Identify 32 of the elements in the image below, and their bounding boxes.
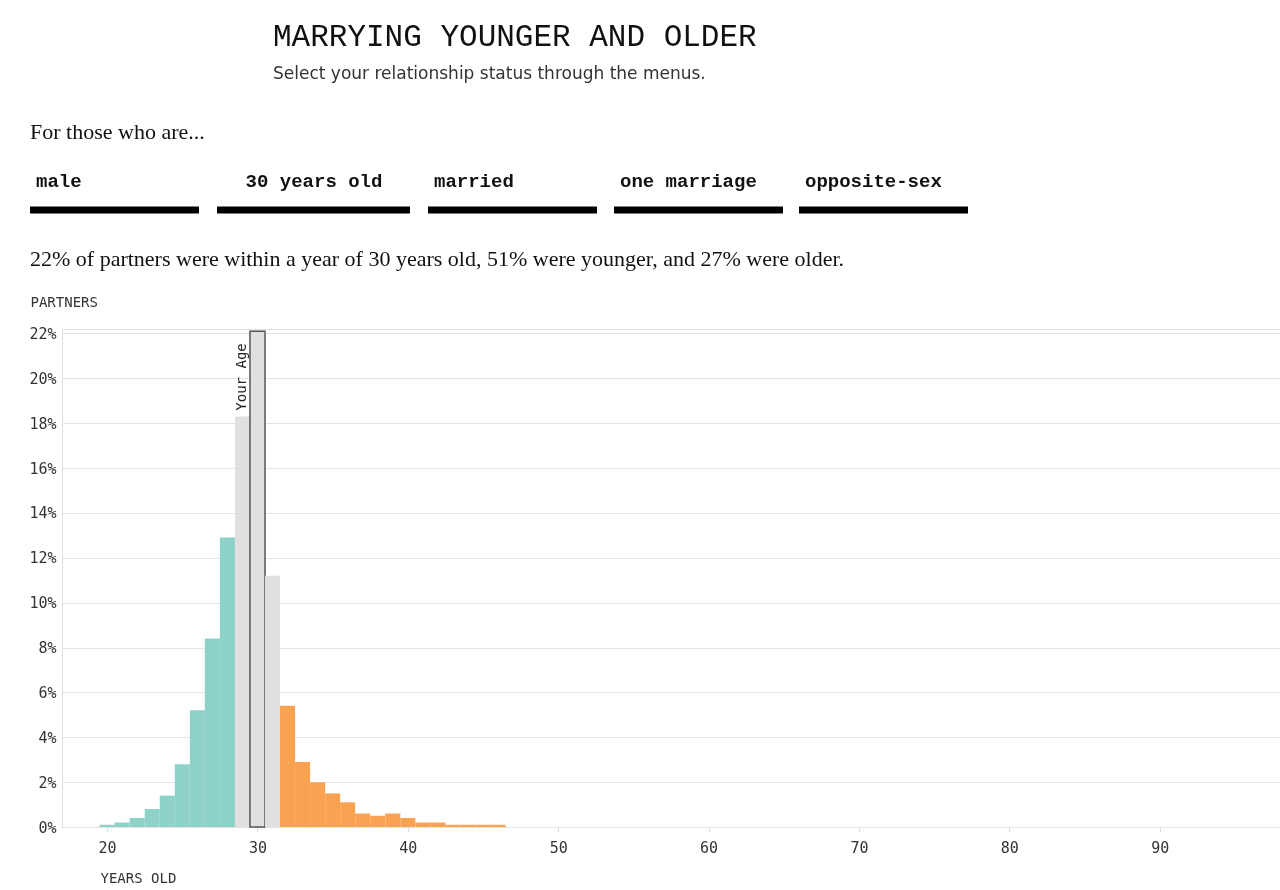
x-tick-label: 60 (700, 838, 719, 857)
x-tick-label: 90 (1151, 838, 1170, 857)
x-axis-title: YEARS OLD (100, 869, 177, 886)
text: male (36, 171, 82, 193)
x-tick-label: 50 (549, 838, 568, 857)
y-tick-label: 22% (29, 324, 57, 343)
y-tick-label: 2% (38, 773, 57, 792)
text: For those who are... (30, 119, 205, 144)
y-tick-label: 14% (29, 504, 57, 523)
text: opposite-sex (805, 171, 942, 193)
annotation: Your Age (233, 343, 250, 411)
chart-subtitle: Select your relationship status through the menus. (273, 63, 706, 83)
x-tick-label: 80 (1000, 838, 1019, 857)
x-tick-label: 20 (98, 838, 117, 857)
x-tick-label: 40 (399, 838, 418, 857)
y-tick-label: 6% (38, 683, 57, 702)
x-tick-label: 30 (248, 838, 268, 857)
y-tick-label: 16% (29, 459, 57, 478)
text: 22% of partners were within a year of 30 years old, 51% were younger, and 27% were older. (30, 246, 845, 271)
y-tick-label: 0% (38, 818, 57, 837)
y-tick-label: 18% (29, 414, 57, 433)
x-tick-label: 70 (850, 838, 869, 857)
chart-title: MARRYING YOUNGER AND OLDER (273, 20, 757, 55)
y-tick-label: 12% (29, 549, 57, 568)
y-tick-label: 8% (38, 639, 57, 658)
text: 30 years old (245, 171, 383, 193)
y-axis-title: PARTNERS (30, 293, 98, 310)
y-tick-label: 4% (38, 728, 57, 747)
text: one marriage (620, 171, 757, 193)
text: married (434, 171, 514, 193)
y-tick-label: 20% (29, 369, 57, 388)
y-tick-label: 10% (29, 594, 57, 613)
